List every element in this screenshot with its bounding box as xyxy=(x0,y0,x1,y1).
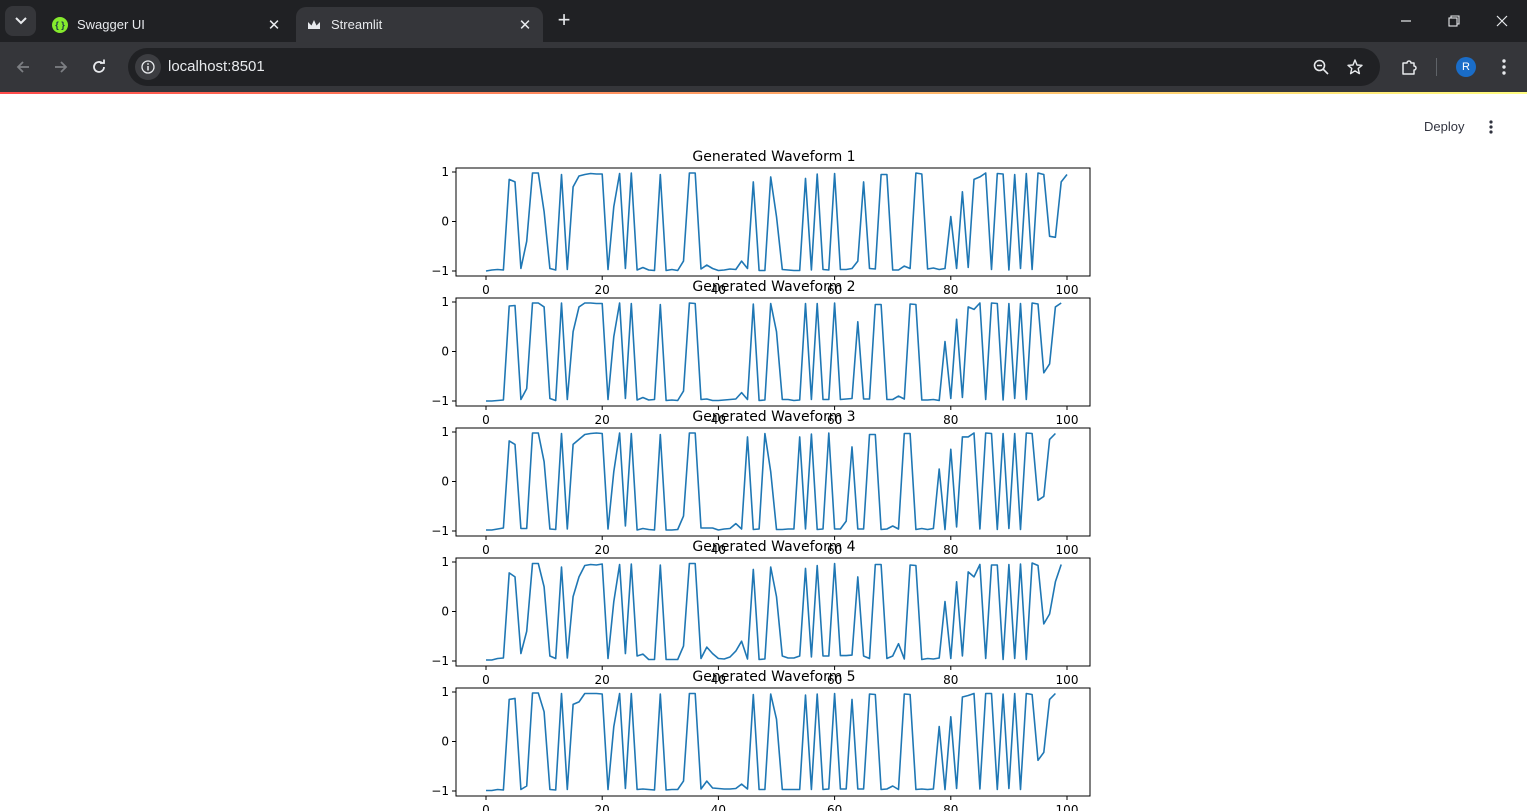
x-tick-label: 80 xyxy=(943,673,958,687)
x-tick-label: 20 xyxy=(595,803,610,811)
restore-button[interactable] xyxy=(1439,8,1469,34)
waveform-series-line xyxy=(485,172,1068,272)
x-tick-label: 100 xyxy=(1056,543,1079,557)
subplot-title: Generated Waveform 1 xyxy=(692,149,855,165)
extensions-puzzle-icon[interactable] xyxy=(1397,55,1421,79)
subplot-title: Generated Waveform 2 xyxy=(692,279,855,295)
site-info-icon[interactable] xyxy=(135,54,161,80)
y-tick-label: 1 xyxy=(441,425,449,439)
waveform-series-line xyxy=(486,302,1062,402)
waveform-series-line xyxy=(486,432,1056,531)
waveform-series-line xyxy=(486,562,1062,661)
x-tick-label: 80 xyxy=(943,283,958,297)
x-tick-label: 20 xyxy=(595,413,610,427)
x-tick-label: 80 xyxy=(943,413,958,427)
x-tick-label: 60 xyxy=(827,283,842,297)
x-tick-label: 80 xyxy=(943,803,958,811)
x-tick-label: 0 xyxy=(482,543,490,557)
address-bar[interactable]: localhost:8501 xyxy=(128,48,1380,86)
x-tick-label: 40 xyxy=(711,543,726,557)
x-tick-label: 40 xyxy=(711,283,726,297)
profile-avatar[interactable]: R xyxy=(1456,57,1476,77)
minimize-icon xyxy=(1401,20,1411,22)
tab-search-button[interactable] xyxy=(5,6,36,36)
back-button[interactable] xyxy=(10,54,36,80)
x-tick-label: 20 xyxy=(595,673,610,687)
browser-tab-strip: { } Swagger UI ✕ Streamlit ✕ + xyxy=(0,0,1527,42)
forward-button[interactable] xyxy=(48,54,74,80)
arrow-left-icon xyxy=(16,61,29,73)
tab-title: Swagger UI xyxy=(77,17,145,32)
x-tick-label: 0 xyxy=(482,413,490,427)
y-tick-label: 1 xyxy=(441,555,449,569)
subplot-title: Generated Waveform 4 xyxy=(692,539,855,555)
close-tab-icon[interactable]: ✕ xyxy=(267,16,281,34)
y-tick-label: 0 xyxy=(441,735,449,749)
x-tick-label: 100 xyxy=(1056,413,1079,427)
x-tick-label: 40 xyxy=(711,413,726,427)
x-tick-label: 40 xyxy=(711,803,726,811)
tab-streamlit[interactable]: Streamlit ✕ xyxy=(296,7,543,42)
tab-swagger-ui[interactable]: { } Swagger UI ✕ xyxy=(42,7,292,42)
y-tick-label: 1 xyxy=(441,295,449,309)
tab-title: Streamlit xyxy=(331,17,383,32)
url-text[interactable]: localhost:8501 xyxy=(168,58,265,75)
y-tick-label: 1 xyxy=(441,165,449,179)
x-tick-label: 60 xyxy=(827,803,842,811)
x-tick-label: 60 xyxy=(827,543,842,557)
y-tick-label: 1 xyxy=(441,685,449,699)
arrow-right-icon xyxy=(55,61,68,73)
waveform-series-line xyxy=(486,692,1056,792)
streamlit-header-decoration xyxy=(0,92,1527,94)
reload-icon xyxy=(93,59,105,73)
x-tick-label: 20 xyxy=(595,283,610,297)
subplot-title: Generated Waveform 5 xyxy=(692,669,855,685)
x-tick-label: 100 xyxy=(1056,283,1079,297)
streamlit-crown-icon xyxy=(306,17,322,33)
x-tick-label: 0 xyxy=(482,283,490,297)
browser-menu-icon[interactable] xyxy=(1492,55,1516,79)
axes-frame xyxy=(455,557,1091,667)
close-tab-icon[interactable]: ✕ xyxy=(518,16,532,34)
y-tick-label: −1 xyxy=(431,524,449,538)
x-tick-label: 0 xyxy=(482,803,490,811)
y-tick-label: −1 xyxy=(431,394,449,408)
x-tick-label: 0 xyxy=(482,673,490,687)
bookmark-star-icon[interactable] xyxy=(1344,56,1366,78)
y-tick-label: −1 xyxy=(431,654,449,668)
y-tick-label: 0 xyxy=(441,345,449,359)
reload-button[interactable] xyxy=(86,54,112,80)
toolbar-divider xyxy=(1436,58,1437,76)
subplot-title: Generated Waveform 3 xyxy=(692,409,855,425)
zoom-icon[interactable] xyxy=(1310,56,1332,78)
y-tick-label: 0 xyxy=(441,475,449,489)
x-tick-label: 80 xyxy=(943,543,958,557)
chevron-down-icon xyxy=(14,17,27,25)
x-tick-label: 60 xyxy=(827,673,842,687)
deploy-button[interactable]: Deploy xyxy=(1424,119,1465,134)
y-tick-label: −1 xyxy=(431,264,449,278)
x-tick-label: 100 xyxy=(1056,673,1079,687)
y-tick-label: 0 xyxy=(441,215,449,229)
swagger-icon: { } xyxy=(52,16,68,33)
y-tick-label: −1 xyxy=(431,784,449,798)
x-tick-label: 60 xyxy=(827,413,842,427)
restore-icon xyxy=(1448,15,1460,27)
close-window-button[interactable] xyxy=(1487,8,1517,34)
x-tick-label: 100 xyxy=(1056,803,1079,811)
close-icon xyxy=(1496,15,1508,27)
x-tick-label: 40 xyxy=(711,673,726,687)
minimize-button[interactable] xyxy=(1391,8,1421,34)
x-tick-label: 20 xyxy=(595,543,610,557)
main-menu-icon[interactable] xyxy=(1480,114,1502,140)
new-tab-button[interactable]: + xyxy=(557,7,571,32)
browser-toolbar: localhost:8501 R xyxy=(0,42,1527,92)
y-tick-label: 0 xyxy=(441,605,449,619)
